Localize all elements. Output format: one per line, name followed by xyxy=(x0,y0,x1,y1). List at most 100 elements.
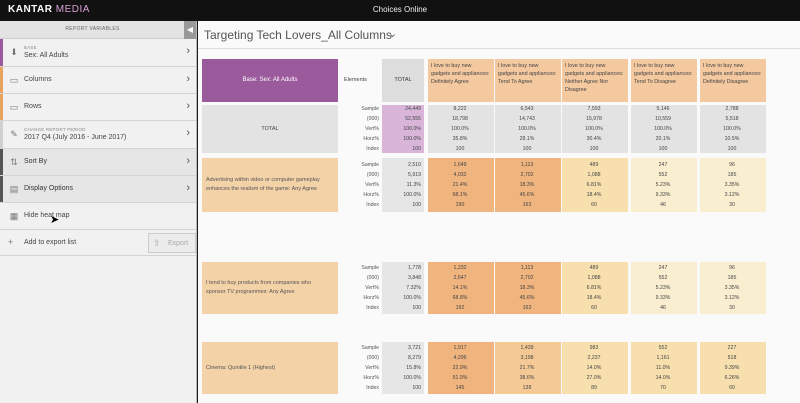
display-icon: ▤ xyxy=(9,184,19,194)
cell-value: 518 xyxy=(727,355,737,361)
column-header-text: I love to buy new gadgets and appliances… xyxy=(431,63,490,85)
row-label: Advertising within video or computer gam… xyxy=(202,158,338,212)
export-row: + Add to export list ⇪ Export xyxy=(0,230,196,256)
element-label: Sample xyxy=(361,265,379,271)
cell-value: 100.0% xyxy=(451,126,469,132)
heat-cell xyxy=(562,262,628,314)
heat-cell xyxy=(428,158,494,212)
element-label: Index xyxy=(366,305,379,311)
sort-icon: ⇅ xyxy=(10,157,18,167)
sidebar-item-sort-by[interactable]: ⇅ Sort By › xyxy=(0,149,196,176)
collapse-sidebar-icon[interactable]: ◀ xyxy=(184,21,196,39)
cell-value: 27.0% xyxy=(586,375,602,381)
cell-value: 3.12% xyxy=(724,295,740,301)
cell-value: 46 xyxy=(660,305,666,311)
top-bar: KANTAR MEDIA Choices Online xyxy=(0,0,800,21)
heat-cell xyxy=(700,262,766,314)
add-to-export-button[interactable]: Add to export list xyxy=(24,239,77,246)
chevron-right-icon: › xyxy=(186,100,190,112)
chevron-right-icon: › xyxy=(186,45,190,57)
cell-value: 1,113 xyxy=(520,265,534,271)
cell-value: 100 xyxy=(522,146,532,152)
sidebar-item-display-options[interactable]: ▤ Display Options › xyxy=(0,176,196,203)
element-label: (000) xyxy=(366,275,379,281)
total-value: 100 xyxy=(412,385,421,391)
rows-label: Rows xyxy=(24,103,42,110)
cell-value: 51.9% xyxy=(452,375,468,381)
element-label: Index xyxy=(366,202,379,208)
column-header-text: I love to buy new gadgets and appliances… xyxy=(565,63,624,93)
sidebar-title: REPORT VARIABLES xyxy=(65,26,120,32)
heat-cell xyxy=(428,105,494,153)
cell-value: 4,032 xyxy=(453,172,467,178)
sidebar-item-rows[interactable]: ▭ Rows › xyxy=(0,94,196,121)
heat-cell xyxy=(562,158,628,212)
display-color-bar xyxy=(0,176,3,202)
column-header: I love to buy new gadgets and appliances… xyxy=(495,59,561,102)
element-label: Sample xyxy=(361,106,379,112)
base-color-bar xyxy=(0,39,3,66)
cell-value: 185 xyxy=(727,275,737,281)
cell-value: 227 xyxy=(727,345,737,351)
cell-value: 22.9% xyxy=(452,365,468,371)
heatmap-icon: ▦ xyxy=(9,211,19,221)
cell-value: 2,647 xyxy=(453,275,467,281)
cell-value: 2,788 xyxy=(725,106,739,112)
column-header: I love to buy new gadgets and appliances… xyxy=(562,59,628,102)
element-label: Vert% xyxy=(365,182,379,188)
cell-value: 3,198 xyxy=(520,355,534,361)
cell-value: 68.1% xyxy=(452,192,468,198)
heat-cell xyxy=(428,262,494,314)
cell-value: 60 xyxy=(591,305,597,311)
column-header: I love to buy new gadgets and appliances… xyxy=(428,59,494,102)
cell-value: 192 xyxy=(455,305,465,311)
total-cell-bg xyxy=(382,342,424,394)
cell-value: 247 xyxy=(658,265,668,271)
cell-value: 1,161 xyxy=(656,355,670,361)
cell-value: 100.0% xyxy=(723,126,741,132)
mouse-cursor-icon: ➤ xyxy=(50,214,60,226)
cell-value: 6.81% xyxy=(586,182,602,188)
cell-value: 100 xyxy=(455,146,465,152)
cell-value: 1,232 xyxy=(453,265,467,271)
total-value: 2,510 xyxy=(408,162,421,168)
cell-value: 9.33% xyxy=(655,295,671,301)
cell-value: 38.6% xyxy=(519,375,535,381)
app-title: Choices Online xyxy=(372,5,428,14)
cell-value: 3.35% xyxy=(724,285,740,291)
cell-value: 14.0% xyxy=(655,375,671,381)
sidebar-item-report-period[interactable]: ✎ CHANGE REPORT PERIOD 2017 Q4 (July 201… xyxy=(0,121,196,149)
element-label: Index xyxy=(366,146,379,152)
columns-label: Columns xyxy=(24,76,52,83)
sidebar-item-hide-heatmap[interactable]: ▦ Hide heat map xyxy=(0,203,196,230)
cell-value: 21.4% xyxy=(452,182,468,188)
cell-value: 10.5% xyxy=(724,136,740,142)
report-main: Targeting Tech Lovers_All Columns ⌄ Base… xyxy=(198,21,800,403)
sidebar-item-columns[interactable]: ▭ Columns › xyxy=(0,67,196,94)
cell-value: 489 xyxy=(589,265,599,271)
sidebar-header: REPORT VARIABLES ◀ xyxy=(0,21,196,39)
cell-value: 14.0% xyxy=(586,365,602,371)
heat-cell xyxy=(495,262,561,314)
cell-value: 1,439 xyxy=(520,345,534,351)
cell-value: 18.3% xyxy=(519,285,535,291)
element-label: Sample xyxy=(361,162,379,168)
sidebar-item-base[interactable]: ⬇ BASE Sex: All Adults › xyxy=(0,39,196,67)
total-column-header: TOTAL xyxy=(382,59,424,102)
cell-value: 5.23% xyxy=(655,285,671,291)
total-value: 52,555 xyxy=(405,116,421,122)
total-value: 3,848 xyxy=(408,275,421,281)
heat-cell xyxy=(700,158,766,212)
chevron-down-icon[interactable]: ⌄ xyxy=(388,28,398,40)
heat-cell xyxy=(700,342,766,394)
cell-value: 2,237 xyxy=(587,355,601,361)
heat-cell xyxy=(631,105,697,153)
export-button[interactable]: ⇪ Export xyxy=(148,233,196,253)
base-header-cell: Base: Sex: All Adults xyxy=(202,59,338,102)
cell-value: 68.8% xyxy=(452,295,468,301)
cell-value: 9.39% xyxy=(724,365,740,371)
cell-value: 185 xyxy=(727,172,737,178)
report-title[interactable]: Targeting Tech Lovers_All Columns xyxy=(204,28,392,42)
row-label: Cinema: Quintile 1 (Highest) xyxy=(202,342,338,394)
cell-value: 5.23% xyxy=(655,182,671,188)
